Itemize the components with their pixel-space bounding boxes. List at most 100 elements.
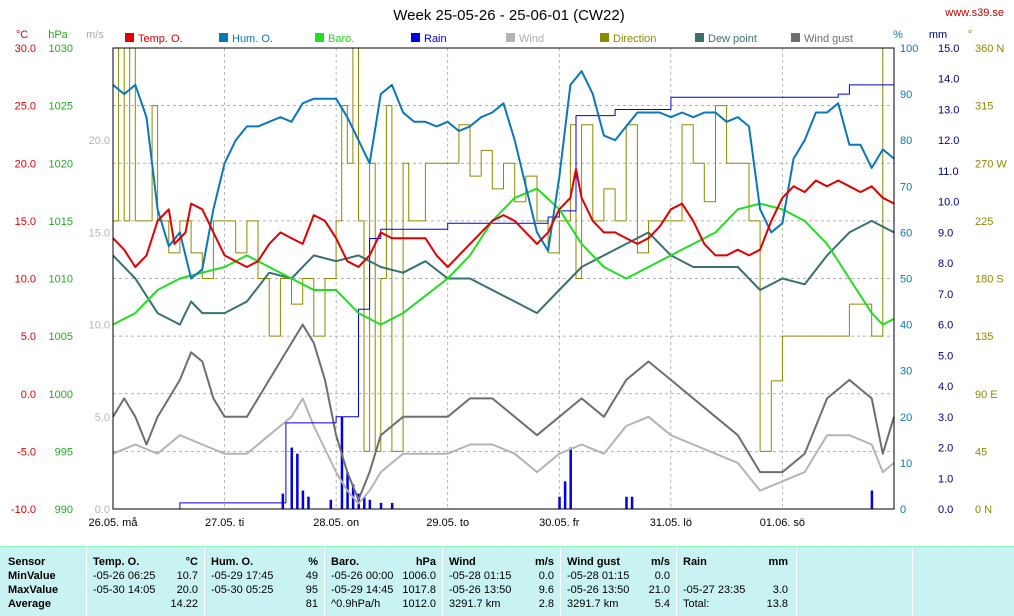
stats-cell-value: 5.4 <box>654 598 670 610</box>
statistics-table: Sensor MinValue MaxValue Average Temp. O. °C -… <box>0 546 1014 616</box>
rain-tick-label: 14.0 <box>938 74 959 86</box>
hum-tick-label: 0 <box>900 504 906 516</box>
legend-swatch-wind <box>506 33 515 42</box>
hum-unit-label: % <box>893 29 903 41</box>
stats-cell-when: -05-26 13:50 <box>567 584 630 596</box>
column-separator <box>442 547 443 616</box>
rain-bar <box>301 490 305 509</box>
site-link[interactable]: www.s39.se <box>944 7 1004 19</box>
temp-unit-label: °C <box>16 29 28 41</box>
row-label: MinValue <box>8 570 56 582</box>
rain-bar <box>379 502 383 509</box>
rain-bar <box>290 447 294 509</box>
wind-tick-label: 5.0 <box>95 412 110 424</box>
rain-bar <box>281 493 285 509</box>
hum-tick-label: 10 <box>900 458 912 470</box>
rain-bar <box>340 416 344 509</box>
stats-cell-when: -05-30 14:05 <box>93 584 156 596</box>
rain-tick-label: 7.0 <box>938 289 953 301</box>
stats-group-unit: m/s <box>651 556 670 568</box>
temp-tick-label: 20.0 <box>15 158 36 170</box>
rain-bar <box>296 453 299 509</box>
stats-cell-when: 3291.7 km <box>449 598 501 610</box>
baro-tick-label: 1000 <box>49 389 73 401</box>
stats-cell-value: 21.0 <box>648 584 670 596</box>
column-separator <box>912 547 913 616</box>
stats-cell-value: 1006.0 <box>402 570 436 582</box>
baro-unit-label: hPa <box>48 29 68 41</box>
stats-group-title: Wind gust <box>567 556 621 568</box>
stats-cell-value: 1012.0 <box>402 598 436 610</box>
column-separator <box>560 547 561 616</box>
rain-tick-label: 5.0 <box>938 350 953 362</box>
wind-tick-label: 15.0 <box>89 227 110 239</box>
rain-bar <box>625 496 628 509</box>
rain-tick-label: 15.0 <box>938 43 959 55</box>
baro-tick-label: 990 <box>55 504 73 516</box>
chart-title: Week 25-05-26 - 25-06-01 (CW22) <box>393 7 625 24</box>
rain-tick-label: 8.0 <box>938 258 953 270</box>
dir-tick-label: 90 E <box>975 389 998 401</box>
hum-tick-label: 80 <box>900 135 912 147</box>
legend-swatch-hum <box>219 33 228 42</box>
legend-label-rain: Rain <box>424 33 447 45</box>
rain-tick-label: 3.0 <box>938 412 953 424</box>
dir-tick-label: 0 N <box>975 504 992 516</box>
legend: Temp. O. Hum. O. Baro. Rain Wind Direction Dew… <box>125 33 853 45</box>
rain-tick-label: 12.0 <box>938 135 959 147</box>
legend-label-dewpoint: Dew point <box>708 33 757 45</box>
rain-tick-label: 6.0 <box>938 320 953 332</box>
stats-cell-when: -05-29 17:45 <box>211 570 274 582</box>
legend-label-baro: Baro. <box>328 33 354 45</box>
x-tick-label: 31.05. lö <box>650 517 692 529</box>
baro-tick-label: 1025 <box>49 101 73 113</box>
baro-tick-label: 1005 <box>49 331 73 343</box>
legend-swatch-temp <box>125 33 134 42</box>
stats-group-unit: % <box>308 556 318 568</box>
stats-cell-value: 10.7 <box>176 570 198 582</box>
hum-tick-label: 60 <box>900 227 912 239</box>
stats-cell-value: 13.8 <box>766 598 788 610</box>
temp-tick-label: 0.0 <box>21 389 36 401</box>
dir-tick-label: 360 N <box>975 43 1004 55</box>
rain-bar <box>307 496 310 509</box>
stats-cell-when: -05-30 05:25 <box>211 584 274 596</box>
stats-cell-when: -05-28 01:15 <box>567 570 630 582</box>
column-separator <box>204 547 205 616</box>
stats-group-title: Wind <box>449 556 476 568</box>
x-tick-label: 26.05. må <box>89 517 139 529</box>
legend-swatch-rain <box>411 33 420 42</box>
weather-chart: Week 25-05-26 - 25-06-01 (CW22) www.s39.… <box>11 7 1007 529</box>
baro-tick-label: 1010 <box>49 274 73 286</box>
series-layer <box>112 47 895 510</box>
stats-cell-when: ^0.9hPa/h <box>331 598 381 610</box>
stats-group-title: Temp. O. <box>93 556 140 568</box>
series-line-gust <box>112 323 895 501</box>
stats-group-title: Baro. <box>331 556 360 568</box>
hum-tick-label: 40 <box>900 320 912 332</box>
row-label: MaxValue <box>8 584 59 596</box>
column-separator <box>796 547 797 616</box>
stats-group-title: Rain <box>683 556 707 568</box>
series-line-hum <box>112 70 895 280</box>
dir-tick-label: 180 S <box>975 274 1004 286</box>
rain-tick-label: 1.0 <box>938 473 953 485</box>
legend-label-wind: Wind <box>519 33 544 45</box>
rain-bar <box>558 496 561 509</box>
stats-cell-when: -05-26 13:50 <box>449 584 512 596</box>
stats-cell-when: -05-27 23:35 <box>683 584 746 596</box>
dir-tick-label: 135 <box>975 331 993 343</box>
stats-cell-when: -05-26 00:00 <box>331 570 394 582</box>
row-label: Average <box>8 598 52 610</box>
rain-bar <box>363 496 366 509</box>
rain-tick-label: 2.0 <box>938 443 953 455</box>
series-line-rain <box>113 84 894 510</box>
baro-tick-label: 995 <box>55 446 73 458</box>
legend-swatch-dewpoint <box>695 33 704 42</box>
hum-tick-label: 100 <box>900 43 918 55</box>
row-label: Sensor <box>8 556 46 568</box>
legend-swatch-baro <box>315 33 324 42</box>
stats-cell-value: 14.22 <box>170 598 198 610</box>
series-line-baro <box>112 187 895 326</box>
wind-tick-label: 20.0 <box>89 135 110 147</box>
